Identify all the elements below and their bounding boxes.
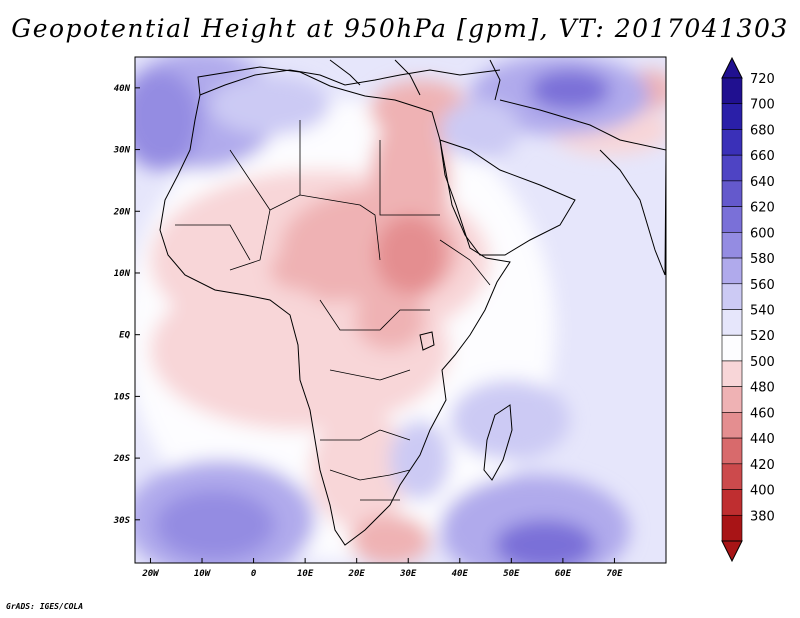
colorbar-level-label: 460 (750, 406, 775, 421)
lon-tick-label: 70E (606, 569, 623, 579)
colorbar-top-arrow (721, 56, 743, 79)
colorbar-swatch (721, 103, 743, 130)
lon-tick-label: 60E (555, 569, 572, 579)
lat-tick-label: 40N (114, 84, 131, 94)
lon-tick-label: 30E (399, 569, 417, 579)
colorbar-swatch (721, 334, 743, 362)
lat-tick-label: 30N (113, 146, 131, 156)
lon-tick-label: 10E (297, 569, 314, 579)
lon-tick-label: 50E (503, 569, 520, 579)
colorbar-swatch (721, 206, 743, 233)
colorbar-swatch (721, 360, 743, 387)
colorbar-level-label: 500 (750, 355, 775, 370)
colorbar-level-label: 540 (750, 304, 775, 319)
colorbar: 720 700 680 660 640 620 600 580 560 540 520 500 480 4… (721, 56, 775, 563)
colorbar-swatch (721, 489, 743, 516)
colorbar-bottom-arrow (721, 540, 743, 563)
colorbar-level-label: 400 (750, 484, 775, 499)
lat-tick-label: EQ (119, 331, 130, 341)
colorbar-swatch (721, 180, 743, 207)
colorbar-swatch (721, 463, 743, 490)
colorbar-swatch (721, 309, 743, 336)
lon-tick-label: 10W (194, 569, 212, 579)
grads-credit: GrADS: IGES/COLA (6, 602, 84, 611)
coastlines (159, 59, 666, 546)
colorbar-swatch (721, 283, 743, 310)
colorbar-level-label: 600 (750, 226, 775, 241)
colorbar-level-label: 720 (750, 72, 775, 87)
lat-tick-label: 10S (114, 392, 131, 402)
lat-tick-label: 10N (114, 269, 131, 279)
colorbar-level-label: 680 (750, 123, 775, 138)
colorbar-level-label: 560 (750, 278, 775, 293)
colorbar-level-label: 620 (750, 201, 775, 216)
height-field (135, 57, 666, 563)
colorbar-level-label: 700 (750, 98, 775, 113)
lat-tick-label: 30S (113, 516, 131, 526)
lat-tick-label: 20S (113, 454, 131, 464)
colorbar-level-label: 660 (750, 149, 775, 164)
colorbar-swatch (721, 129, 743, 156)
colorbar-level-label: 420 (750, 458, 775, 473)
colorbar-level-label: 520 (750, 329, 775, 344)
lon-tick-label: 40E (452, 569, 469, 579)
colorbar-swatch (721, 154, 743, 182)
lon-tick-label: 20E (348, 569, 366, 579)
lon-tick-label: 0 (251, 569, 257, 579)
lon-tick-label: 20W (141, 569, 160, 579)
colorbar-swatch (721, 77, 743, 105)
colorbar-level-label: 440 (750, 432, 775, 447)
colorbar-swatch (721, 514, 743, 542)
map-title: Geopotential Height at 950hPa [gpm], VT:… (11, 14, 789, 43)
colorbar-swatch (721, 257, 743, 285)
axis-ticks: 20W 10W 0 10E 20E 30E 40E 50E 60E 70E 40N 30N 20N 10N… (113, 84, 623, 579)
colorbar-level-label: 580 (750, 252, 775, 267)
colorbar-level-label: 640 (750, 175, 775, 190)
map-frame (134, 56, 667, 564)
colorbar-level-label: 480 (750, 381, 775, 396)
colorbar-swatch (721, 232, 743, 259)
lat-tick-label: 20N (113, 207, 131, 217)
colorbar-swatch (721, 412, 743, 439)
borders (175, 120, 491, 501)
colorbar-swatch (721, 386, 743, 413)
colorbar-level-label: 380 (750, 509, 775, 524)
colorbar-swatch (721, 437, 743, 465)
